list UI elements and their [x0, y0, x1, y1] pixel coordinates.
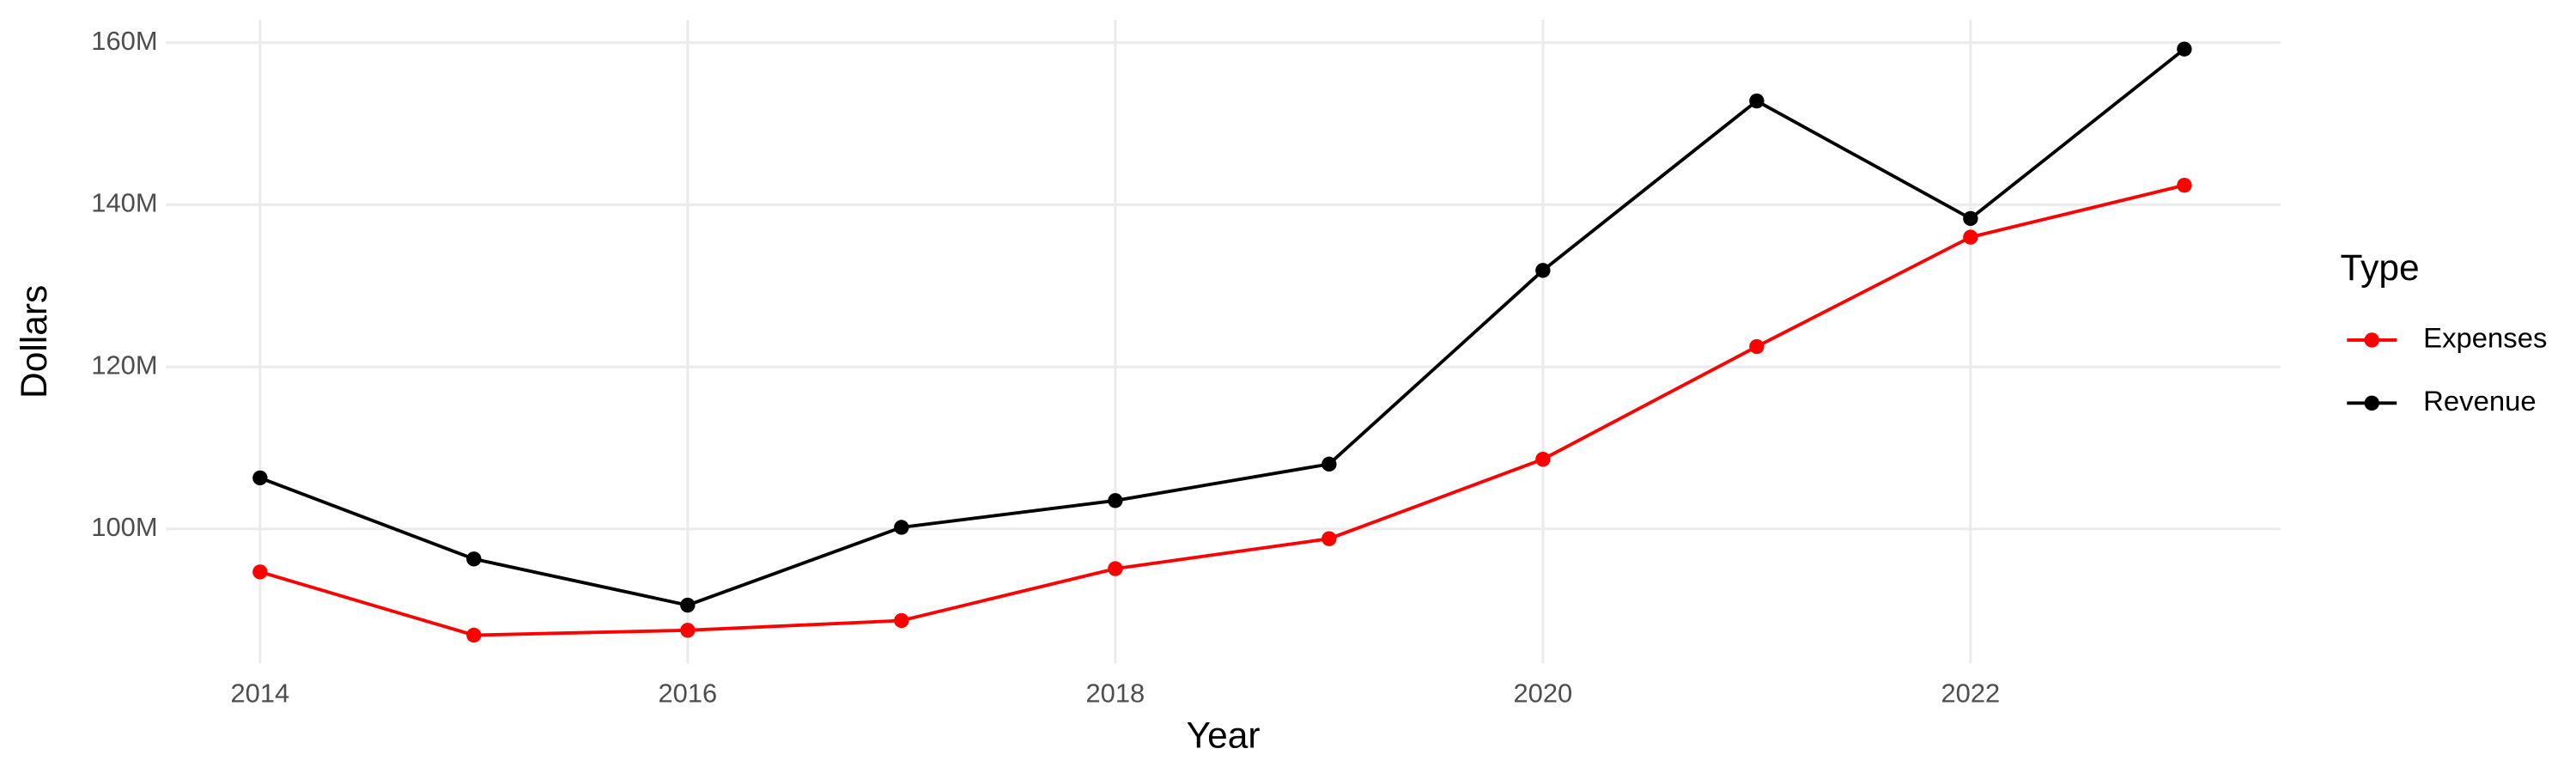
legend-key-point — [2364, 332, 2379, 348]
x-tick-label: 2018 — [1085, 678, 1145, 708]
x-axis-title: Year — [1187, 716, 1261, 757]
x-tick-label: 2020 — [1513, 678, 1572, 708]
data-point — [1321, 456, 1337, 472]
legend-title: Type — [2341, 248, 2420, 289]
data-point — [894, 612, 909, 629]
legend-key-point — [2364, 395, 2379, 411]
data-point — [252, 564, 268, 580]
legend-label: Expenses — [2423, 322, 2547, 354]
grid — [166, 20, 2281, 664]
series-line — [259, 47, 2186, 607]
data-point — [2177, 41, 2192, 57]
data-point — [680, 623, 696, 638]
x-tick-label: 2022 — [1941, 678, 2000, 708]
series-line — [259, 183, 2185, 637]
data-point — [680, 597, 696, 613]
x-tick-label: 2014 — [230, 678, 289, 708]
data-point — [252, 470, 268, 486]
data-point — [1535, 452, 1551, 467]
legend-label: Revenue — [2423, 385, 2536, 417]
y-tick-label: 140M — [91, 188, 157, 218]
data-point — [466, 551, 482, 567]
x-tick-label: 2016 — [658, 678, 717, 708]
data-point — [1108, 561, 1123, 576]
data-point — [1321, 531, 1337, 546]
data-point — [2177, 178, 2192, 193]
data-point — [1108, 493, 1123, 508]
y-tick-label: 160M — [91, 26, 157, 56]
data-point — [1963, 210, 1978, 227]
data-point — [1963, 229, 1978, 245]
y-tick-label: 120M — [91, 350, 157, 380]
y-axis-title: Dollars — [15, 285, 55, 399]
data-point — [1535, 263, 1551, 278]
data-point — [466, 627, 482, 643]
data-point — [1749, 338, 1765, 355]
data-point — [894, 520, 909, 535]
y-tick-label: 100M — [91, 512, 157, 542]
data-point — [1749, 93, 1765, 109]
